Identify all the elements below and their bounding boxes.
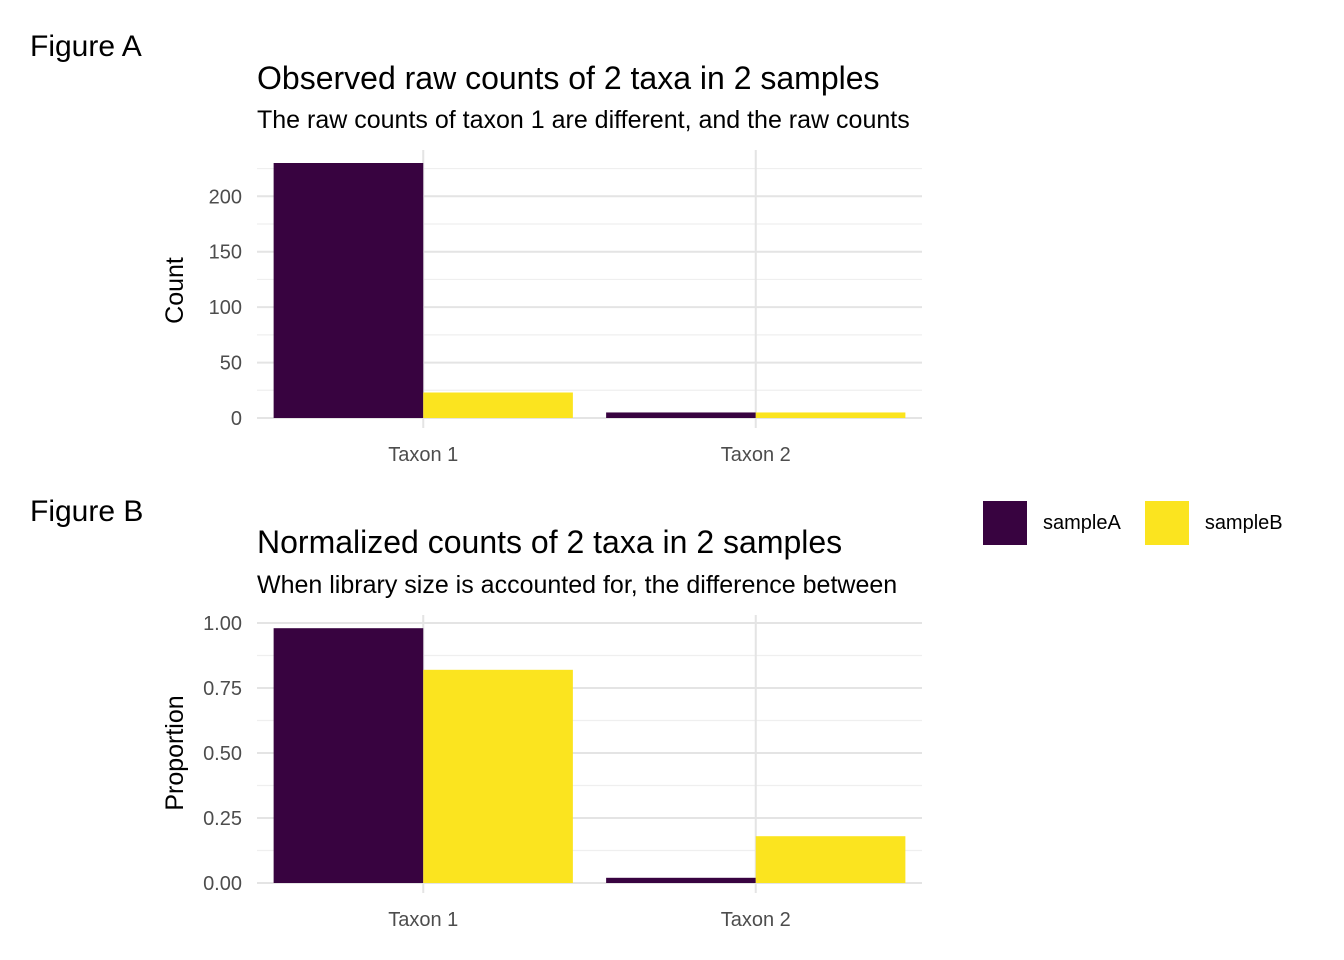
- chart-b-x-tick-label: Taxon 1: [388, 909, 458, 931]
- chart-a-x-tick-label: Taxon 1: [388, 444, 458, 466]
- chart-b-plot: 0.00 0.25 0.50 0.75 1.00 Taxon 1 Taxon 2 Propor…: [161, 613, 922, 931]
- legend-swatch-sample-a: [983, 501, 1027, 545]
- chart-a-bar-sampleb-2: [755, 412, 906, 418]
- chart-b-x-tick-label: Taxon 2: [721, 909, 791, 931]
- chart-a-x-tick-label: Taxon 2: [721, 444, 791, 466]
- chart-a-bar-sampleb-1: [423, 392, 573, 418]
- chart-b-title: Normalized counts of 2 taxa in 2 samples: [257, 524, 843, 560]
- chart-a-y-tick-label: 200: [209, 186, 242, 208]
- legend-item-sample-a: sampleA: [983, 501, 1145, 545]
- legend-item-sample-b: sampleB: [1144, 501, 1307, 545]
- chart-b-y-axis-title: Proportion: [161, 695, 189, 810]
- chart-b-bar-samplea-1: [273, 628, 424, 883]
- chart-b-y-tick-label: 0.00: [203, 873, 242, 895]
- chart-b-y-tick-label: 0.75: [203, 678, 242, 700]
- chart-b-bar-sampleb-1: [423, 669, 573, 883]
- chart-b-y-tick-label: 0.25: [203, 808, 242, 830]
- chart-a-bar-samplea-2: [606, 412, 756, 418]
- chart-a-subtitle: The raw counts of taxon 1 are different,…: [257, 106, 910, 134]
- chart-a-y-tick-label: 150: [209, 242, 242, 264]
- chart-b-y-tick-label: 0.50: [203, 743, 242, 765]
- legend-label-sample-a: sampleA: [1043, 511, 1121, 534]
- chart-a-y-axis-title: Count: [161, 257, 189, 324]
- chart-a-plot: 0 50 100 150 200 Taxon 1 Taxon 2 Count: [161, 150, 922, 466]
- figure-b-label: Figure B: [30, 495, 144, 528]
- chart-a-title: Observed raw counts of 2 taxa in 2 sampl…: [257, 60, 880, 96]
- chart-b-y-tick-label: 1.00: [203, 613, 242, 635]
- chart-a-y-tick-label: 100: [209, 297, 242, 319]
- legend-label-sample-b: sampleB: [1204, 511, 1283, 534]
- figure-a-label: Figure A: [30, 30, 142, 63]
- chart-a-y-tick-label: 50: [220, 353, 242, 375]
- legend: sampleA sampleB: [983, 501, 1307, 545]
- legend-swatch-sample-b: [1144, 501, 1189, 545]
- chart-b-bar-sampleb-2: [755, 836, 906, 883]
- chart-b-bar-samplea-2: [606, 877, 756, 883]
- chart-a-y-tick-label: 0: [231, 408, 242, 430]
- chart-b-subtitle: When library size is accounted for, the …: [257, 571, 898, 599]
- chart-a-bar-samplea-1: [273, 163, 424, 418]
